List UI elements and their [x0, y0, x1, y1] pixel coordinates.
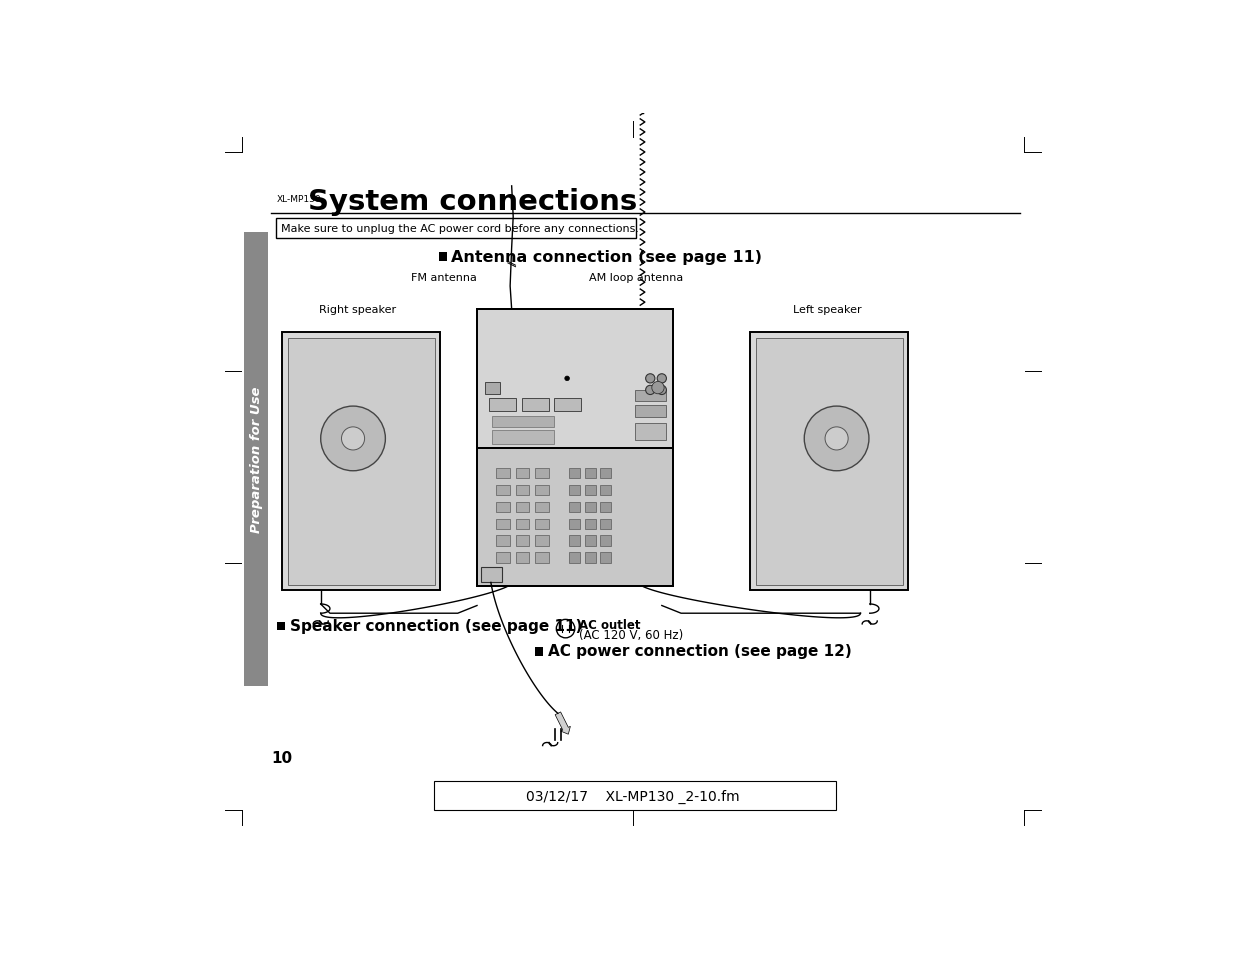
Text: FM antenna: FM antenna — [411, 273, 477, 282]
Bar — [635, 423, 666, 440]
Circle shape — [646, 386, 655, 395]
Bar — [477, 448, 673, 587]
Text: AC power connection (see page 12): AC power connection (see page 12) — [548, 644, 852, 659]
Bar — [585, 485, 595, 496]
Bar — [585, 553, 595, 563]
Bar — [756, 338, 903, 585]
Bar — [496, 519, 510, 530]
Bar — [635, 406, 666, 417]
Bar — [484, 383, 500, 395]
Text: 03/12/17    XL-MP130 _2-10.fm: 03/12/17 XL-MP130 _2-10.fm — [526, 789, 740, 803]
Bar — [600, 485, 611, 496]
Bar — [489, 398, 515, 412]
Bar — [569, 553, 580, 563]
FancyBboxPatch shape — [433, 781, 836, 810]
Bar — [635, 391, 666, 402]
Bar — [600, 536, 611, 547]
Bar — [751, 333, 908, 591]
Circle shape — [564, 376, 569, 381]
Circle shape — [321, 407, 385, 472]
Circle shape — [804, 407, 869, 472]
Circle shape — [652, 382, 664, 395]
Bar — [438, 253, 447, 261]
Bar — [569, 536, 580, 547]
Circle shape — [342, 428, 364, 451]
Bar — [569, 519, 580, 530]
Bar — [477, 310, 673, 448]
Bar — [493, 416, 555, 428]
FancyArrow shape — [555, 712, 571, 735]
Text: AM loop antenna: AM loop antenna — [589, 273, 683, 282]
Bar — [535, 502, 548, 513]
Bar — [600, 468, 611, 479]
Bar — [569, 485, 580, 496]
Bar — [496, 536, 510, 547]
Circle shape — [657, 386, 667, 395]
Circle shape — [556, 619, 574, 639]
Bar — [535, 519, 548, 530]
Text: AC outlet: AC outlet — [579, 618, 640, 632]
Bar — [600, 553, 611, 563]
Circle shape — [657, 375, 667, 383]
Bar — [283, 333, 440, 591]
Text: (AC 120 V, 60 Hz): (AC 120 V, 60 Hz) — [579, 629, 683, 641]
Bar — [496, 485, 510, 496]
Text: Speaker connection (see page 11): Speaker connection (see page 11) — [290, 618, 582, 634]
Text: Antenna connection (see page 11): Antenna connection (see page 11) — [451, 250, 762, 265]
Bar — [515, 468, 530, 479]
Bar — [515, 502, 530, 513]
Bar — [480, 567, 503, 583]
Bar — [515, 536, 530, 547]
Bar — [521, 398, 548, 412]
Bar — [585, 468, 595, 479]
Text: Right speaker: Right speaker — [319, 305, 396, 314]
Bar — [585, 519, 595, 530]
Text: Preparation for Use: Preparation for Use — [249, 387, 263, 533]
Bar — [535, 647, 543, 656]
Bar — [496, 502, 510, 513]
Bar — [600, 502, 611, 513]
Bar — [535, 536, 548, 547]
Bar — [288, 338, 435, 585]
Bar — [626, 77, 663, 110]
Bar — [555, 398, 580, 412]
Text: XL-MP130: XL-MP130 — [277, 195, 321, 204]
Bar — [515, 485, 530, 496]
Bar — [496, 468, 510, 479]
Bar — [600, 519, 611, 530]
Bar — [515, 519, 530, 530]
Bar — [515, 553, 530, 563]
Bar — [569, 468, 580, 479]
Bar — [569, 502, 580, 513]
Text: Left speaker: Left speaker — [793, 305, 862, 314]
Bar — [277, 622, 285, 631]
Bar — [585, 502, 595, 513]
Bar — [245, 233, 268, 687]
Bar — [535, 468, 548, 479]
Bar — [535, 485, 548, 496]
Text: Make sure to unplug the AC power cord before any connections.: Make sure to unplug the AC power cord be… — [280, 224, 638, 234]
Bar — [477, 310, 673, 587]
Bar — [585, 536, 595, 547]
Text: System connections: System connections — [309, 188, 637, 216]
Circle shape — [646, 375, 655, 383]
FancyBboxPatch shape — [277, 219, 636, 239]
Text: 10: 10 — [272, 750, 293, 765]
Bar — [493, 431, 555, 444]
Bar — [496, 553, 510, 563]
Circle shape — [825, 428, 848, 451]
Bar — [535, 553, 548, 563]
